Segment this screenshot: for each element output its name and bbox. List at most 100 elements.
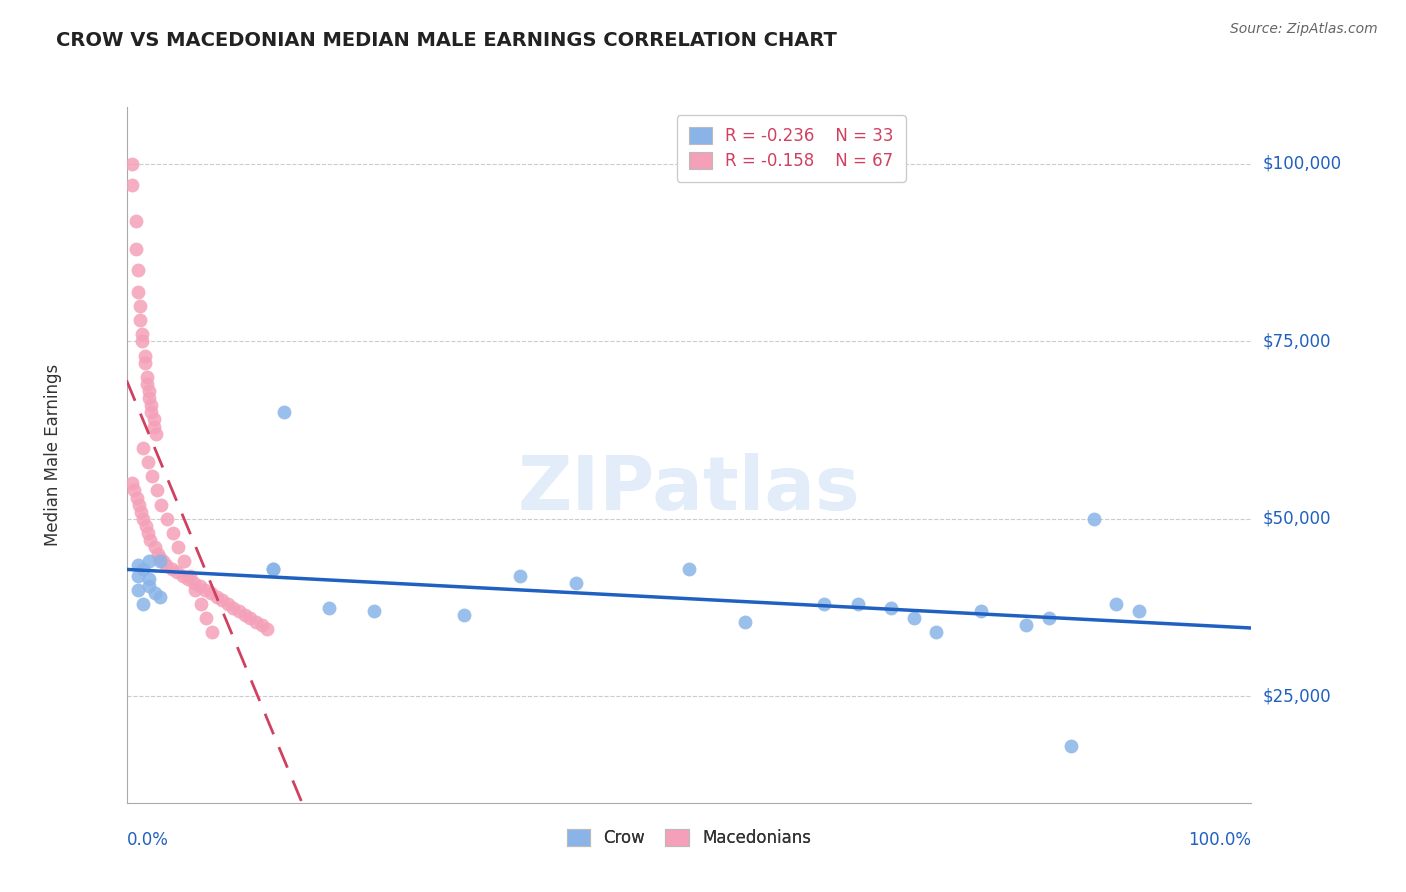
Point xyxy=(121,476,143,491)
Text: $25,000: $25,000 xyxy=(1263,688,1331,706)
Point xyxy=(142,419,165,434)
Point xyxy=(134,356,156,370)
Point xyxy=(146,483,169,498)
Point xyxy=(146,547,169,561)
Point xyxy=(734,615,756,629)
Point xyxy=(880,600,903,615)
Legend: Crow, Macedonians: Crow, Macedonians xyxy=(560,822,818,854)
Point xyxy=(141,405,163,419)
Point xyxy=(245,615,267,629)
Point xyxy=(211,593,233,607)
Text: Source: ZipAtlas.com: Source: ZipAtlas.com xyxy=(1230,22,1378,37)
Point xyxy=(233,607,256,622)
Point xyxy=(121,157,143,171)
Point xyxy=(127,285,149,299)
Point xyxy=(124,483,146,498)
Point xyxy=(135,519,157,533)
Point xyxy=(183,575,205,590)
Point xyxy=(138,579,160,593)
Point xyxy=(136,455,159,469)
Point xyxy=(1015,618,1038,632)
Point xyxy=(256,622,278,636)
Point xyxy=(139,533,162,548)
Point xyxy=(141,469,163,483)
Text: Median Male Earnings: Median Male Earnings xyxy=(45,364,62,546)
Point xyxy=(162,526,184,541)
Point xyxy=(195,611,218,625)
Point xyxy=(190,597,212,611)
Point xyxy=(678,561,700,575)
Point xyxy=(509,568,531,582)
Point xyxy=(152,554,174,568)
Point xyxy=(138,572,160,586)
Point xyxy=(239,611,262,625)
Point xyxy=(138,384,160,398)
Point xyxy=(166,565,188,579)
Point xyxy=(1038,611,1060,625)
Point xyxy=(129,313,152,327)
Point xyxy=(262,561,284,575)
Point xyxy=(205,590,228,604)
Point xyxy=(160,561,183,575)
Point xyxy=(173,554,195,568)
Point xyxy=(149,550,172,565)
Point xyxy=(228,604,250,618)
Point xyxy=(129,505,152,519)
Point xyxy=(194,582,217,597)
Point xyxy=(127,582,149,597)
Point xyxy=(143,586,166,600)
Point xyxy=(143,540,166,554)
Point xyxy=(172,568,194,582)
Point xyxy=(127,263,149,277)
Point xyxy=(453,607,475,622)
Point xyxy=(1083,512,1105,526)
Point xyxy=(363,604,385,618)
Point xyxy=(124,213,146,227)
Point xyxy=(132,597,155,611)
Text: ZIPatlas: ZIPatlas xyxy=(517,453,860,526)
Text: 100.0%: 100.0% xyxy=(1188,830,1251,848)
Text: 0.0%: 0.0% xyxy=(127,830,169,848)
Point xyxy=(250,618,273,632)
Point xyxy=(1128,604,1150,618)
Point xyxy=(188,579,211,593)
Point xyxy=(121,178,143,193)
Point xyxy=(1105,597,1128,611)
Point xyxy=(127,558,149,572)
Point xyxy=(970,604,993,618)
Point xyxy=(179,568,201,582)
Text: $100,000: $100,000 xyxy=(1263,155,1341,173)
Point xyxy=(142,412,165,426)
Text: $75,000: $75,000 xyxy=(1263,333,1331,351)
Point xyxy=(150,498,173,512)
Point xyxy=(132,561,155,575)
Point xyxy=(925,625,948,640)
Point xyxy=(846,597,869,611)
Point xyxy=(273,405,295,419)
Point xyxy=(136,526,159,541)
Text: CROW VS MACEDONIAN MEDIAN MALE EARNINGS CORRELATION CHART: CROW VS MACEDONIAN MEDIAN MALE EARNINGS … xyxy=(56,31,837,50)
Point xyxy=(201,625,224,640)
Point xyxy=(149,554,172,568)
Point xyxy=(200,586,222,600)
Point xyxy=(145,426,167,441)
Point xyxy=(141,398,163,412)
Point xyxy=(135,369,157,384)
Point xyxy=(155,558,177,572)
Point xyxy=(128,498,150,512)
Point xyxy=(565,575,588,590)
Point xyxy=(149,590,172,604)
Point xyxy=(124,242,146,256)
Point xyxy=(138,391,160,405)
Point xyxy=(1060,739,1083,753)
Point xyxy=(167,540,190,554)
Point xyxy=(127,568,149,582)
Point xyxy=(125,491,148,505)
Point xyxy=(134,349,156,363)
Point xyxy=(903,611,925,625)
Point xyxy=(217,597,239,611)
Point xyxy=(132,441,155,455)
Point xyxy=(813,597,835,611)
Point xyxy=(222,600,245,615)
Point xyxy=(184,582,207,597)
